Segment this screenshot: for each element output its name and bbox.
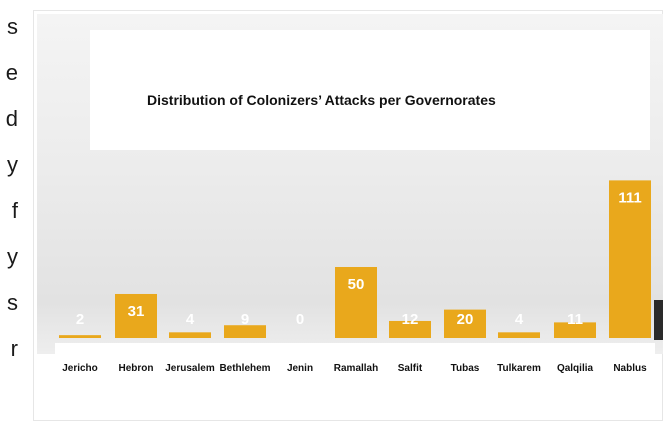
- text-fragment: y: [7, 244, 18, 269]
- category-labels-group: Jericho Hebron Jerusalem Bethlehem Jenin Rama…: [62, 363, 647, 374]
- right-edge-shadow: [654, 300, 663, 340]
- text-fragment: s: [7, 290, 18, 315]
- category-label-jerusalem: Jerusalem: [165, 363, 215, 374]
- category-label-tubas: Tubas: [451, 363, 480, 374]
- clipped-body-text: s e d y f y s r: [0, 0, 20, 421]
- bar-tubas: [444, 309, 486, 338]
- category-label-ramallah: Ramallah: [334, 363, 378, 374]
- text-fragment: e: [5, 60, 18, 85]
- text-fragment: f: [11, 198, 18, 223]
- category-label-bethlehem: Bethlehem: [219, 363, 270, 374]
- chart-title: Distribution of Colonizers’ Attacks per …: [147, 92, 496, 108]
- text-fragment: y: [7, 152, 18, 177]
- value-label-tubas: 20: [457, 311, 474, 328]
- value-label-tulkarem: 4: [515, 311, 524, 328]
- category-label-hebron: Hebron: [119, 363, 154, 374]
- category-label-jenin: Jenin: [287, 363, 313, 374]
- value-label-ramallah: 50: [348, 276, 365, 293]
- bar-jericho: [59, 335, 101, 338]
- value-label-hebron: 31: [128, 303, 145, 320]
- bars-group: [59, 180, 651, 338]
- category-label-nablus: Nablus: [613, 363, 647, 374]
- text-fragment: r: [10, 336, 18, 361]
- bar-qalqilia: [554, 322, 596, 338]
- bar-hebron: [115, 293, 157, 338]
- category-label-qalqilia: Qalqilia: [557, 363, 594, 374]
- bar-bethlehem: [224, 325, 266, 338]
- value-label-jenin: 0: [296, 311, 304, 328]
- category-label-strip: [55, 343, 655, 389]
- bar-tulkarem: [498, 332, 540, 338]
- value-label-jericho: 2: [76, 311, 84, 328]
- category-label-jericho: Jericho: [62, 363, 98, 374]
- bar-jerusalem: [169, 332, 211, 338]
- bar-salfit: [389, 320, 431, 338]
- value-label-nablus: 111: [618, 189, 641, 206]
- value-label-salfit: 12: [402, 311, 419, 328]
- category-label-tulkarem: Tulkarem: [497, 363, 541, 374]
- value-label-bethlehem: 9: [241, 311, 249, 328]
- title-box: Distribution of Colonizers’ Attacks per …: [90, 30, 650, 150]
- text-fragment: d: [5, 106, 18, 131]
- bar-ramallah: [335, 267, 377, 338]
- category-label-salfit: Salfit: [398, 363, 423, 374]
- bar-nablus: [609, 180, 651, 338]
- text-fragment: s: [7, 14, 18, 39]
- value-label-jerusalem: 4: [186, 311, 195, 328]
- value-label-qalqilia: 11: [567, 311, 583, 328]
